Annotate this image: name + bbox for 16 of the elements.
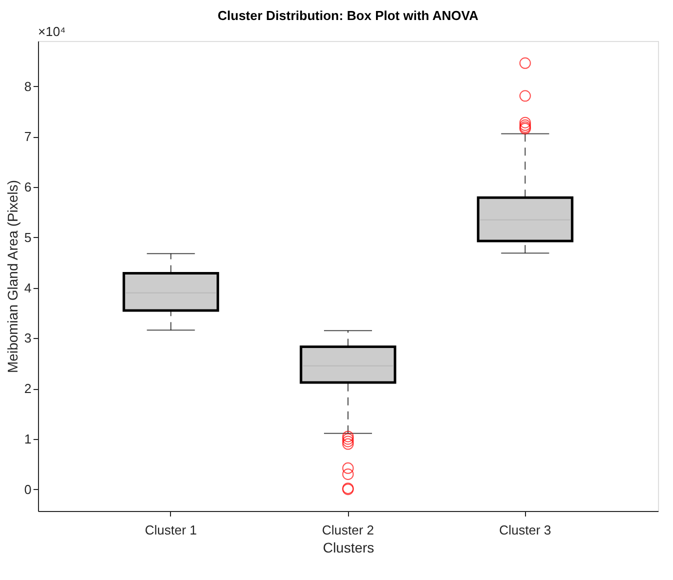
chart-title: Cluster Distribution: Box Plot with ANOVA <box>218 8 479 23</box>
x-tick-label: Cluster 3 <box>499 522 552 538</box>
x-tick-label: Cluster 1 <box>144 522 197 538</box>
y-tick-label: 7 <box>24 129 32 144</box>
y-tick-label: 3 <box>24 330 32 346</box>
y-tick-label: 5 <box>24 230 32 245</box>
y-tick-label: 1 <box>24 431 32 446</box>
y-tick-label: 4 <box>24 280 32 296</box>
text: ×10⁴ <box>38 24 66 39</box>
y-tick-label: 0 <box>24 482 32 497</box>
y-tick-label: 2 <box>24 381 32 396</box>
y-axis-title: Meibomian Gland Area (Pixels) <box>4 180 20 373</box>
y-tick-label: 6 <box>24 180 32 195</box>
x-axis-title: Clusters <box>322 540 374 556</box>
y-tick-label: 8 <box>24 78 32 94</box>
x-tick-label: Cluster 2 <box>322 522 374 538</box>
